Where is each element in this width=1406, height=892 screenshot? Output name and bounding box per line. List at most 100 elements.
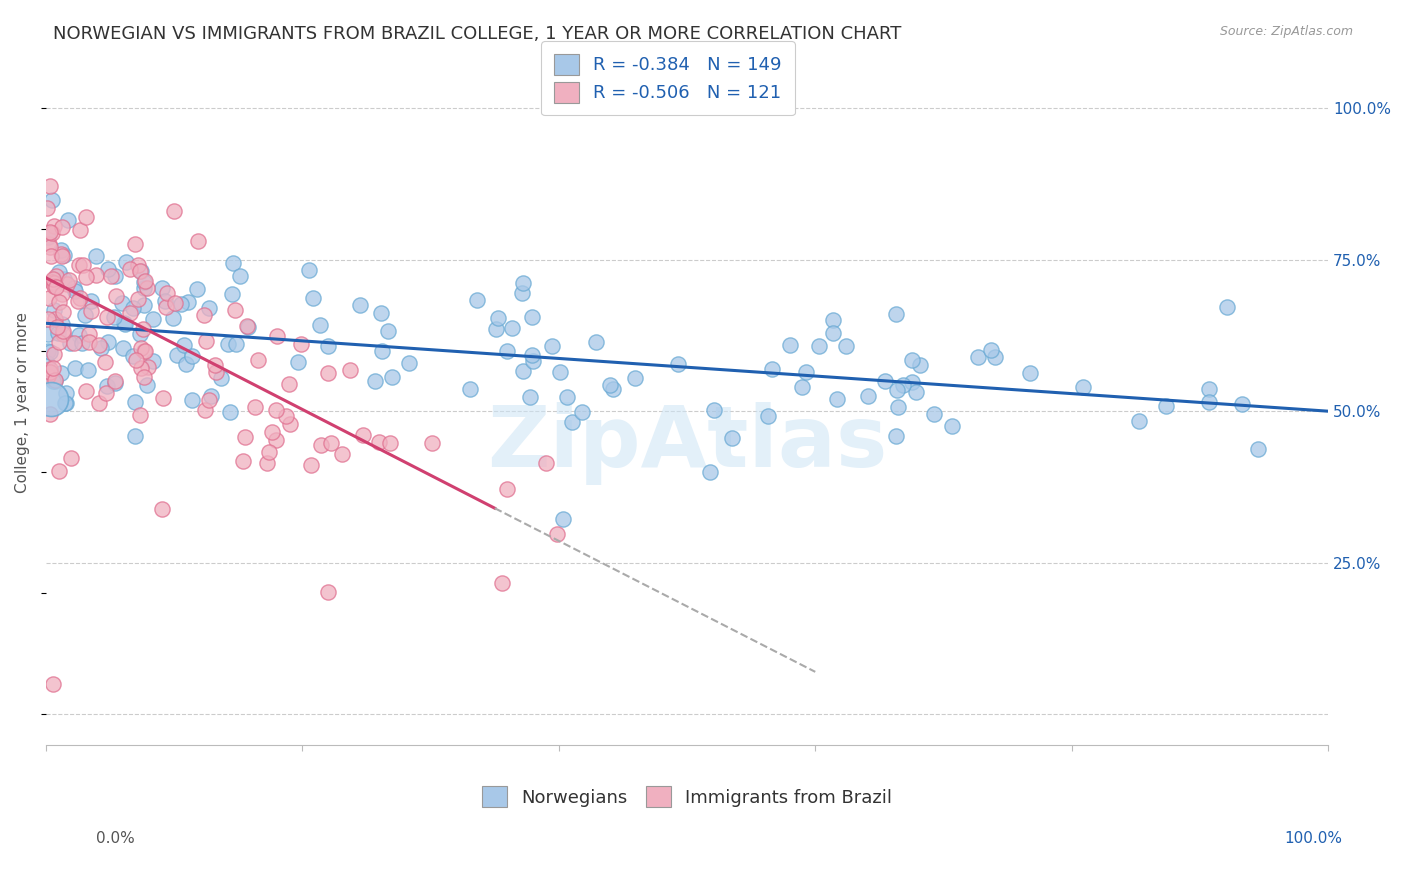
- Point: [370, 306, 392, 320]
- Point: [129, 264, 152, 278]
- Point: [51, 249, 73, 263]
- Point: [38, 345, 60, 359]
- Point: [38, 225, 60, 239]
- Point: [368, 434, 391, 449]
- Point: [266, 329, 288, 343]
- Point: [257, 445, 280, 459]
- Point: [96, 379, 118, 393]
- Point: [163, 295, 186, 310]
- Point: [118, 305, 141, 319]
- Point: [52, 327, 75, 342]
- Point: [96, 310, 118, 325]
- Point: [152, 391, 174, 405]
- Point: [65, 284, 87, 298]
- Point: [264, 402, 287, 417]
- Point: [44, 374, 66, 388]
- Point: [501, 321, 523, 335]
- Point: [278, 417, 301, 431]
- Point: [555, 390, 578, 404]
- Point: [39, 179, 62, 194]
- Point: [41, 677, 63, 691]
- Point: [200, 389, 222, 403]
- Point: [42, 272, 65, 286]
- Point: [75, 384, 97, 398]
- Point: [104, 376, 127, 390]
- Text: ZipAtlas: ZipAtlas: [486, 401, 887, 484]
- Point: [1071, 380, 1094, 394]
- Point: [129, 409, 152, 423]
- Point: [339, 362, 361, 376]
- Point: [39, 392, 62, 406]
- Point: [173, 338, 195, 352]
- Point: [41, 194, 63, 208]
- Point: [69, 222, 91, 236]
- Point: [1247, 442, 1270, 457]
- Point: [114, 316, 136, 330]
- Point: [465, 293, 488, 308]
- Point: [1216, 300, 1239, 314]
- Point: [496, 482, 519, 496]
- Point: [352, 427, 374, 442]
- Point: [41, 275, 63, 289]
- Point: [835, 339, 858, 353]
- Point: [349, 298, 371, 312]
- Point: [198, 393, 221, 408]
- Point: [41, 249, 63, 263]
- Point: [941, 418, 963, 433]
- Point: [55, 386, 77, 401]
- Point: [496, 343, 519, 358]
- Point: [51, 286, 73, 301]
- Point: [135, 378, 157, 392]
- Point: [142, 312, 165, 326]
- Point: [1232, 397, 1254, 411]
- Point: [134, 344, 156, 359]
- Point: [86, 268, 108, 282]
- Point: [602, 382, 624, 396]
- Point: [124, 395, 146, 409]
- Point: [330, 447, 353, 461]
- Point: [491, 576, 513, 591]
- Point: [129, 326, 152, 341]
- Point: [856, 389, 879, 403]
- Point: [122, 301, 145, 315]
- Point: [243, 400, 266, 414]
- Point: [420, 436, 443, 450]
- Point: [520, 310, 543, 324]
- Point: [63, 360, 86, 375]
- Point: [721, 431, 744, 445]
- Point: [132, 275, 155, 289]
- Point: [132, 321, 155, 335]
- Point: [177, 295, 200, 310]
- Point: [45, 268, 67, 283]
- Point: [46, 320, 69, 334]
- Point: [72, 258, 94, 272]
- Point: [187, 234, 209, 248]
- Point: [152, 501, 174, 516]
- Point: [792, 380, 814, 394]
- Point: [186, 282, 208, 296]
- Point: [290, 337, 312, 351]
- Point: [222, 256, 245, 270]
- Point: [224, 302, 246, 317]
- Point: [38, 237, 60, 252]
- Point: [193, 308, 215, 322]
- Point: [235, 318, 257, 333]
- Point: [779, 338, 801, 352]
- Point: [104, 269, 127, 284]
- Point: [118, 262, 141, 277]
- Point: [211, 371, 233, 385]
- Point: [904, 384, 927, 399]
- Point: [97, 262, 120, 277]
- Point: [94, 355, 117, 369]
- Point: [298, 263, 321, 277]
- Point: [170, 296, 193, 310]
- Point: [519, 391, 541, 405]
- Point: [319, 436, 342, 450]
- Point: [232, 454, 254, 468]
- Point: [84, 249, 107, 263]
- Point: [136, 360, 159, 375]
- Point: [276, 409, 298, 423]
- Point: [181, 349, 204, 363]
- Point: [884, 307, 907, 321]
- Point: [39, 240, 62, 254]
